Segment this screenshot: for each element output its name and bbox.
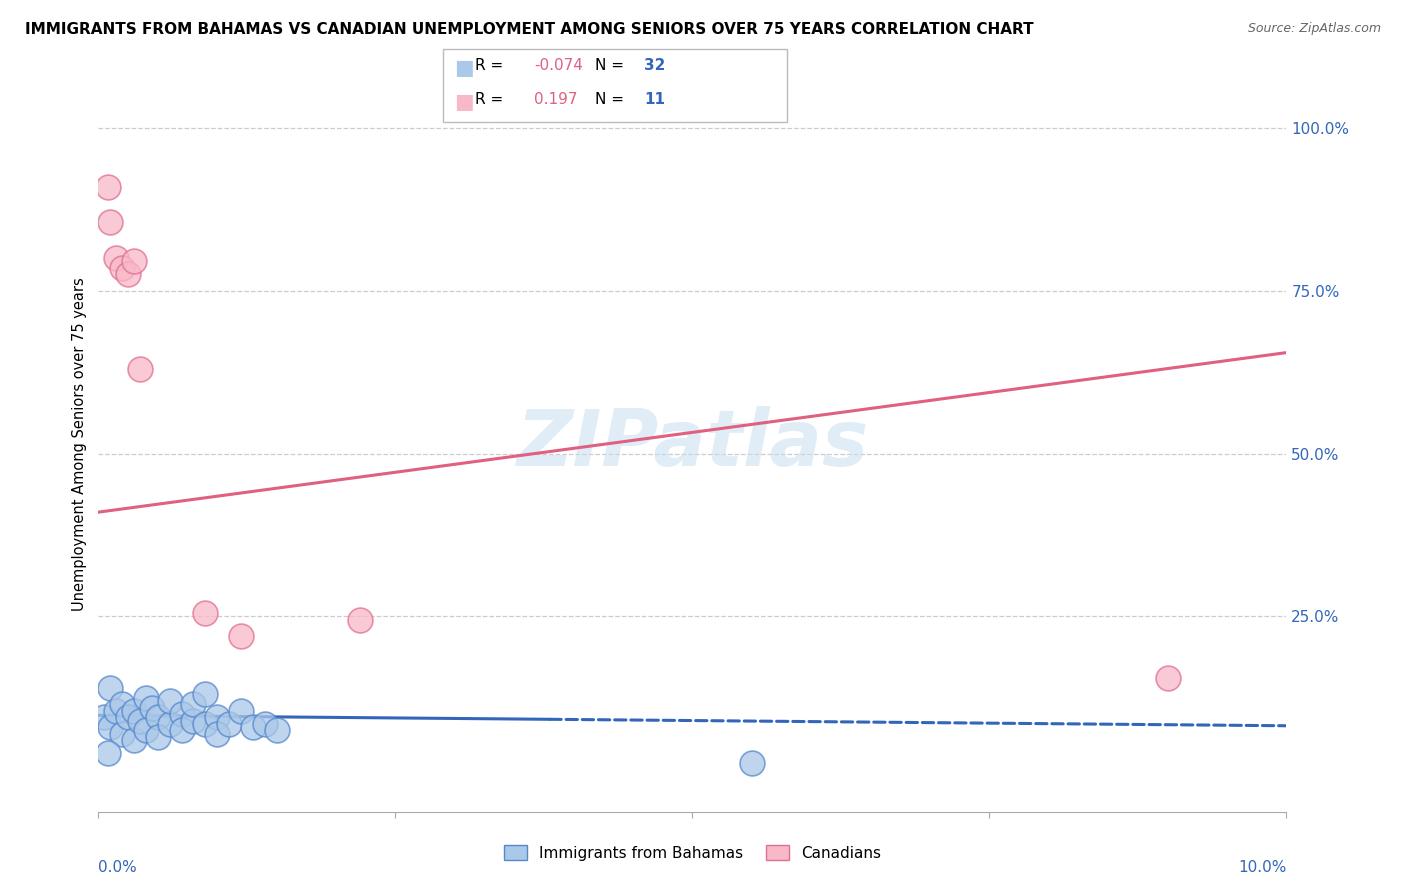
Text: ■: ■ [454, 58, 474, 78]
Point [146, 710, 169, 724]
Point [170, 706, 193, 721]
Point [117, 710, 139, 724]
Point [159, 694, 181, 708]
Text: 0.0%: 0.0% [98, 860, 138, 874]
Text: ZIPatlas: ZIPatlas [516, 406, 869, 482]
Point [205, 726, 228, 740]
Point [170, 723, 193, 738]
Text: R =: R = [475, 92, 503, 107]
Text: IMMIGRANTS FROM BAHAMAS VS CANADIAN UNEMPLOYMENT AMONG SENIORS OVER 75 YEARS COR: IMMIGRANTS FROM BAHAMAS VS CANADIAN UNEM… [25, 22, 1033, 37]
Point [194, 688, 217, 702]
Point [117, 268, 139, 282]
Point [349, 613, 371, 627]
Point [194, 606, 217, 620]
Text: N =: N = [595, 92, 624, 107]
Point [97, 179, 120, 194]
Point [159, 716, 181, 731]
Point [253, 716, 276, 731]
Point [141, 700, 163, 714]
Point [741, 756, 763, 770]
Text: 11: 11 [644, 92, 665, 107]
Point [98, 720, 121, 734]
Text: N =: N = [595, 58, 624, 73]
Legend: Immigrants from Bahamas, Canadians: Immigrants from Bahamas, Canadians [498, 838, 887, 867]
Text: -0.074: -0.074 [534, 58, 583, 73]
Text: 0.197: 0.197 [534, 92, 578, 107]
Point [266, 723, 288, 738]
Point [218, 716, 240, 731]
Point [105, 704, 128, 718]
Point [135, 723, 157, 738]
Point [93, 710, 115, 724]
Point [146, 730, 169, 744]
Point [122, 733, 145, 747]
Y-axis label: Unemployment Among Seniors over 75 years: Unemployment Among Seniors over 75 years [72, 277, 87, 611]
Point [111, 260, 134, 275]
Point [183, 714, 205, 728]
Point [98, 215, 121, 229]
Point [122, 704, 145, 718]
Point [97, 746, 120, 760]
Point [183, 698, 205, 712]
Point [229, 629, 252, 643]
Point [129, 362, 152, 376]
Point [122, 254, 145, 268]
Text: ■: ■ [454, 92, 474, 112]
Point [135, 690, 157, 705]
Point [105, 251, 128, 265]
Point [242, 720, 264, 734]
Point [111, 726, 134, 740]
Text: 10.0%: 10.0% [1239, 860, 1286, 874]
Text: R =: R = [475, 58, 503, 73]
Point [205, 710, 228, 724]
Point [194, 716, 217, 731]
Point [1156, 671, 1178, 685]
Point [229, 704, 252, 718]
Text: 32: 32 [644, 58, 665, 73]
Point [98, 681, 121, 695]
Point [129, 714, 152, 728]
Text: Source: ZipAtlas.com: Source: ZipAtlas.com [1247, 22, 1381, 36]
Point [111, 698, 134, 712]
